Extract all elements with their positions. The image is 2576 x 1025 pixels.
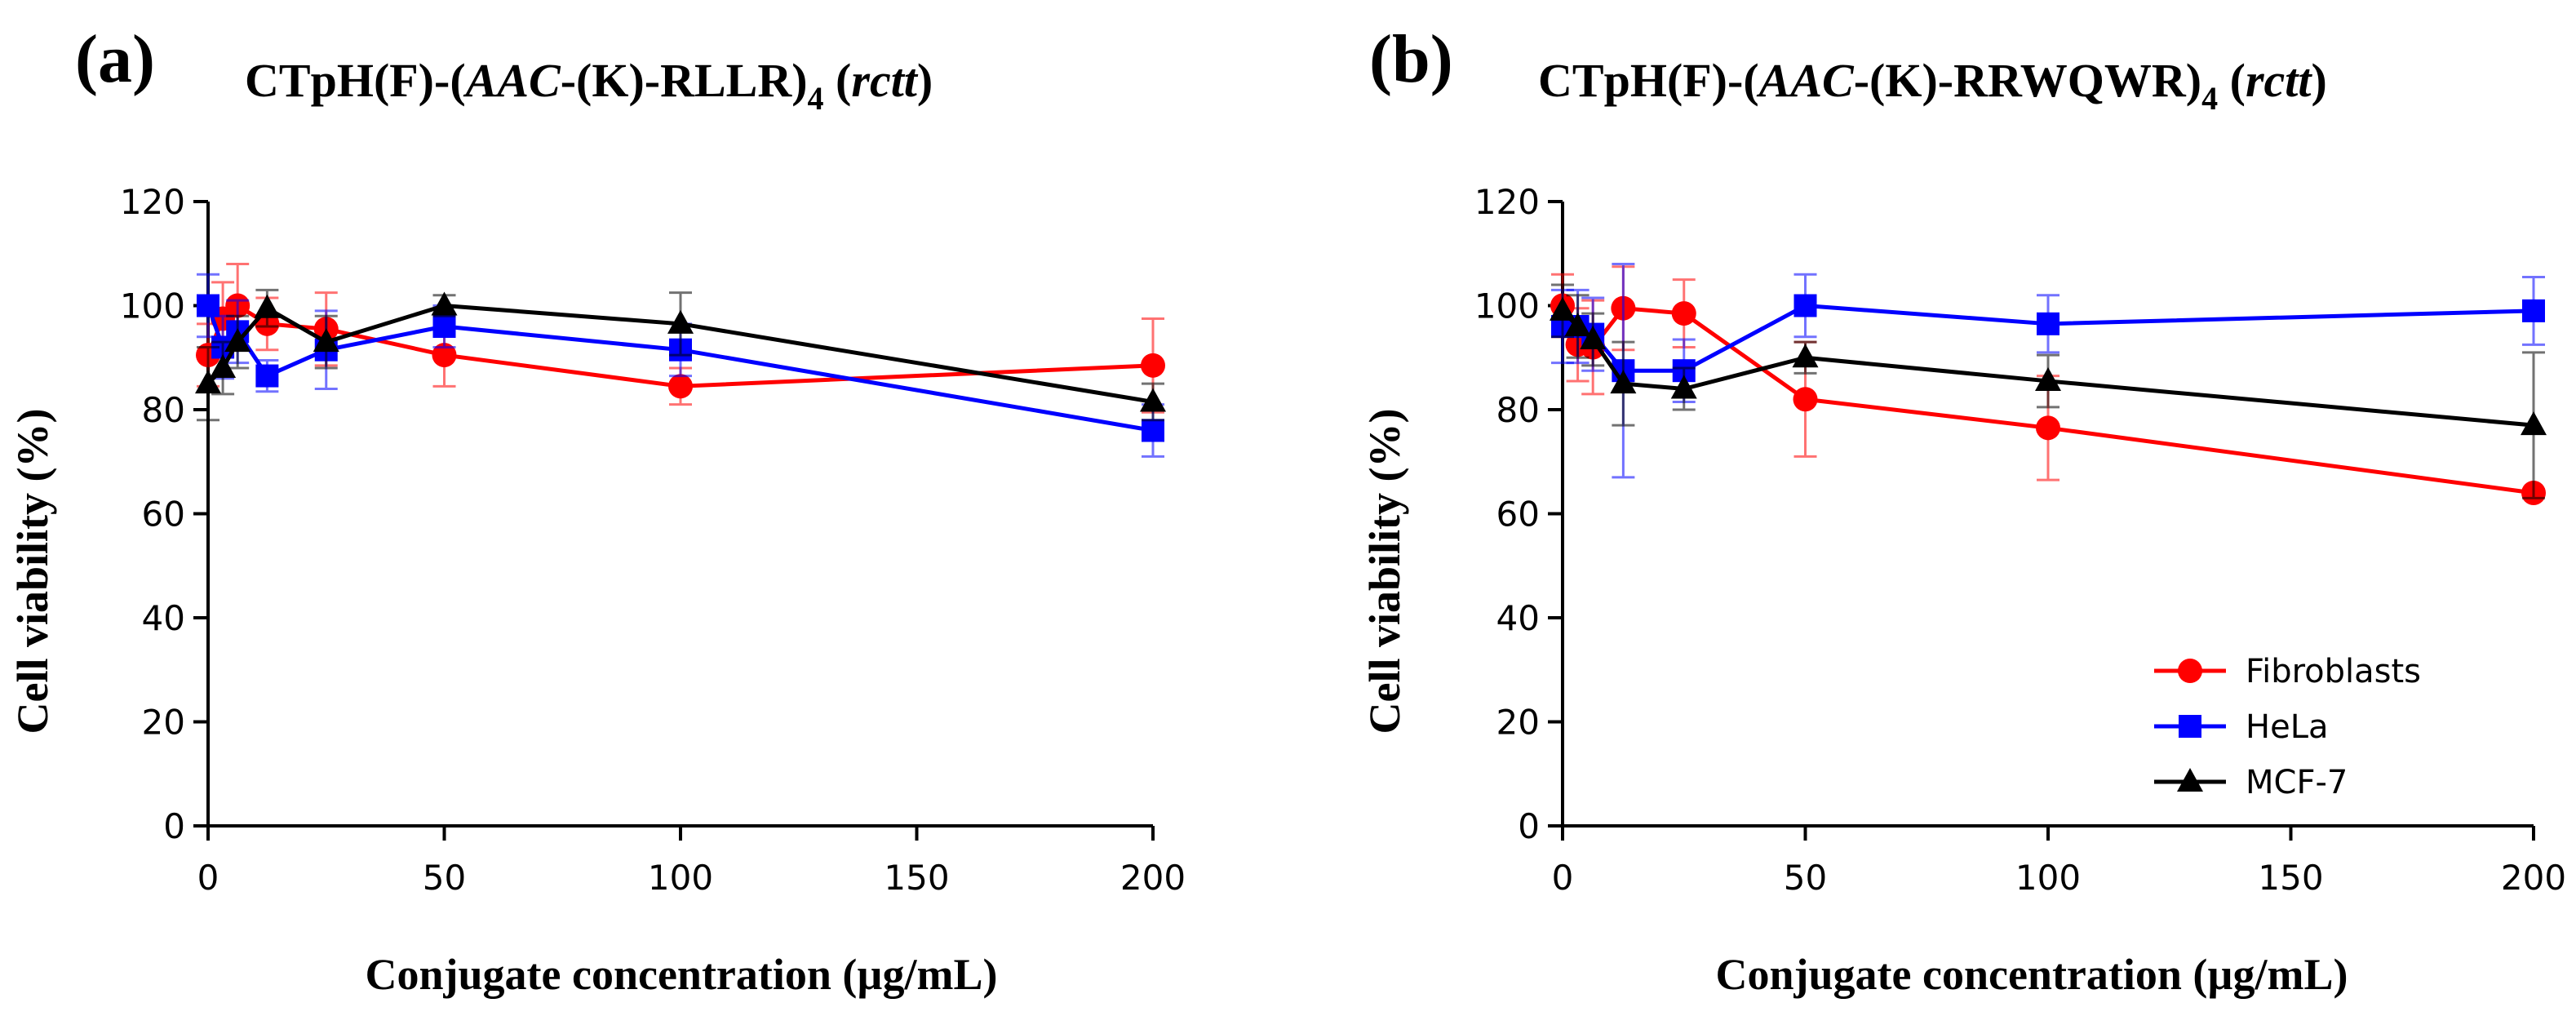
panel-b-y-tick-label: 60 xyxy=(1496,495,1540,535)
panel-b-legend-item-hela: HeLa xyxy=(2154,708,2328,746)
panel-b-series-mcf-7 xyxy=(1550,283,2547,499)
panel-a-hela-point xyxy=(197,294,219,317)
panel-a-hela-point xyxy=(255,364,279,388)
panel-b-series xyxy=(1550,263,2547,505)
panel-b-legend-swatch-marker xyxy=(2179,715,2201,738)
panel-b-mcf-7-point xyxy=(1792,344,1819,368)
panel-b-x-tick-label: 50 xyxy=(1784,858,1827,898)
panel-a-x-tick-label: 50 xyxy=(423,858,466,898)
panel-b-legend: Fibroblasts HeLa MCF-7 xyxy=(2154,653,2421,801)
panel-a-x-tick-label: 150 xyxy=(884,858,949,898)
panel-b: (b) CTpH(F)-(AAC-(K)-RRWQWR)4 (rctt) Cel… xyxy=(1360,21,2566,999)
panel-a-y-axis-title: Cell viability (%) xyxy=(8,409,57,734)
panel-a-series-mcf-7 xyxy=(195,288,1166,422)
panel-a-y-tick-label: 60 xyxy=(142,495,185,535)
panel-b-legend-swatch-marker xyxy=(2178,659,2202,683)
panel-a-hela-point xyxy=(1142,419,1164,442)
panel-a-y-tick-label: 120 xyxy=(120,182,185,222)
panel-a-x-tick-label: 100 xyxy=(648,858,713,898)
panel-b-fibroblasts-point xyxy=(1793,387,1818,412)
panel-a-fibroblasts-point xyxy=(668,374,693,399)
panel-a-fibroblasts-point xyxy=(1141,353,1165,378)
panel-b-mcf-7-point xyxy=(1670,375,1697,399)
panel-b-y-tick-label: 0 xyxy=(1518,806,1540,846)
panel-a-mcf-7-point xyxy=(195,370,221,394)
panel-a-y-tick-label: 80 xyxy=(142,390,185,430)
panel-a-label: (a) xyxy=(75,21,155,97)
panel-b-mcf-7-point xyxy=(1550,296,1576,321)
panel-b-fibroblasts-point xyxy=(2036,415,2060,441)
panel-b-mcf-7-point xyxy=(2521,411,2547,436)
panel-b-x-axis-title: Conjugate concentration (µg/mL) xyxy=(1715,950,2348,999)
panel-a-x-tick-label: 0 xyxy=(197,858,219,898)
panel-b-title: CTpH(F)-(AAC-(K)-RRWQWR)4 (rctt) xyxy=(1538,54,2327,117)
panel-b-y-tick-label: 40 xyxy=(1496,598,1540,638)
panel-b-x-tick-label: 200 xyxy=(2501,858,2566,898)
panel-b-y-tick-label: 100 xyxy=(1474,286,1540,326)
panel-a-x-tick-label: 200 xyxy=(1120,858,1186,898)
panel-b-y-tick-label: 120 xyxy=(1474,182,1540,222)
panel-b-fibroblasts-point xyxy=(1671,301,1696,326)
panel-b-y-tick-label: 80 xyxy=(1496,390,1540,430)
panel-a-series xyxy=(195,263,1166,458)
panel-b-hela-point xyxy=(1793,294,1817,317)
panel-a-y-tick-label: 0 xyxy=(163,806,185,846)
panel-b-x-tick-label: 0 xyxy=(1552,858,1574,898)
panel-a-y-tick-label: 20 xyxy=(142,703,185,743)
panel-a-y-tick-label: 40 xyxy=(142,598,185,638)
panel-b-hela-point xyxy=(2522,299,2545,322)
panel-b-axes: 0 20 40 60 80 100 120 0 50 100 150 200 xyxy=(1474,182,2566,898)
panel-b-hela-point xyxy=(2037,312,2059,335)
panel-b-mcf-7-point xyxy=(1580,325,1607,349)
panel-a-title: CTpH(F)-(AAC-(K)-RLLR)4 (rctt) xyxy=(245,54,933,117)
panel-b-legend-label: Fibroblasts xyxy=(2246,653,2421,690)
panel-a-y-tick-label: 100 xyxy=(120,286,185,326)
panel-a-mcf-7-point xyxy=(210,354,237,378)
panel-a-mcf-7-point xyxy=(313,328,339,353)
panel-b-legend-label: MCF-7 xyxy=(2246,764,2348,801)
panel-b-x-tick-label: 100 xyxy=(2015,858,2081,898)
panel-a-mcf-7-point xyxy=(431,291,458,316)
panel-a-x-axis-title: Conjugate concentration (µg/mL) xyxy=(365,950,997,999)
panel-a-mcf-7-point xyxy=(667,309,694,334)
panel-b-label: (b) xyxy=(1369,21,1453,97)
panel-b-mcf-7-point xyxy=(2035,366,2061,391)
panel-b-mcf-7-point xyxy=(1610,370,1637,394)
panel-a-fibroblasts-point xyxy=(432,343,457,368)
panel-b-mcf-7-point xyxy=(1564,313,1591,336)
panel-b-y-axis-title: Cell viability (%) xyxy=(1360,409,1409,734)
panel-a-mcf-7-point xyxy=(224,328,251,353)
panel-b-legend-item-fibroblasts: Fibroblasts xyxy=(2154,653,2421,690)
panel-b-x-tick-label: 150 xyxy=(2258,858,2323,898)
panel-a-mcf-7-point xyxy=(1140,388,1166,412)
panel-b-legend-item-mcf-7: MCF-7 xyxy=(2154,764,2348,801)
panel-a-hela-point xyxy=(432,315,456,338)
panel-a-axes: 0 20 40 60 80 100 120 0 50 100 150 200 xyxy=(120,182,1186,898)
panel-b-legend-label: HeLa xyxy=(2246,708,2328,746)
panel-a-mcf-7-point xyxy=(254,294,281,318)
panel-b-y-tick-label: 20 xyxy=(1496,703,1540,743)
panel-a: (a) CTpH(F)-(AAC-(K)-RLLR)4 (rctt) Cell … xyxy=(8,21,1186,999)
panel-b-legend-swatch-marker xyxy=(2177,768,2203,792)
